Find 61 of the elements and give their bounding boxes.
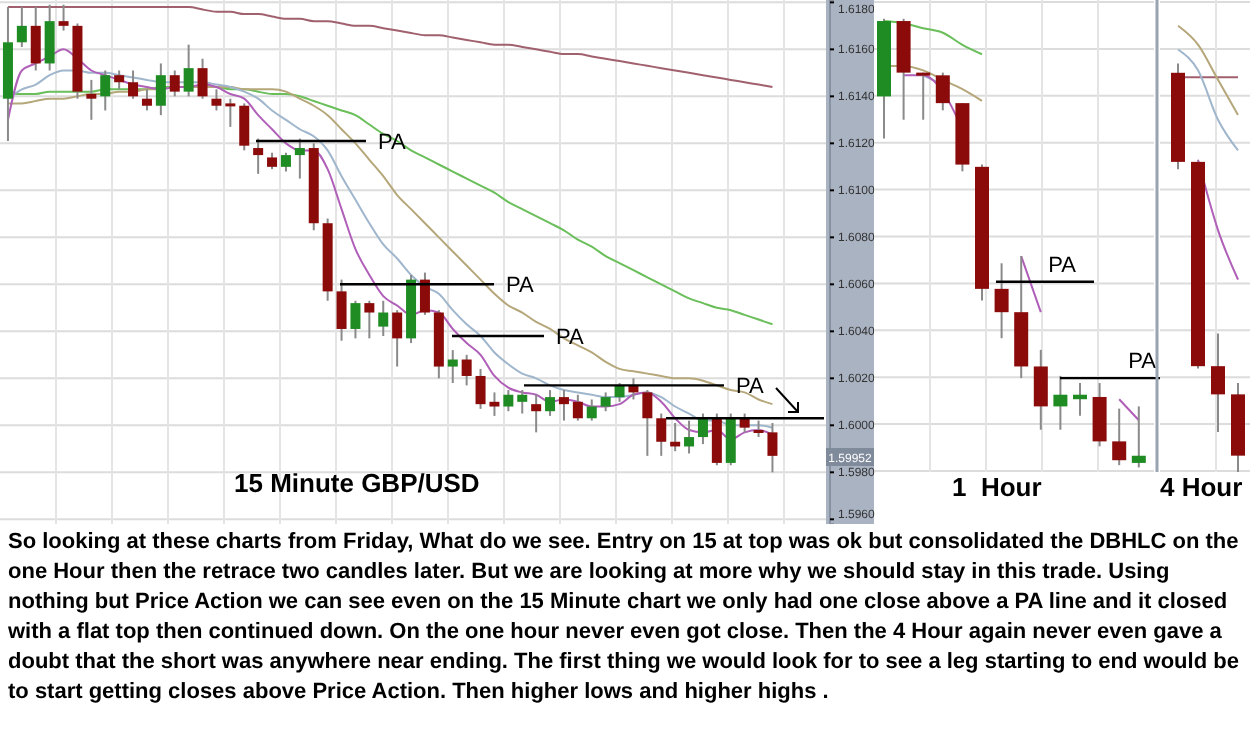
candlestick xyxy=(58,3,69,32)
candlestick xyxy=(586,398,597,422)
candlestick xyxy=(711,412,722,467)
text: 15 Minute GBP/USD xyxy=(234,468,480,498)
ref-line-label: PA xyxy=(506,274,536,299)
candlestick xyxy=(642,389,653,457)
candlestick xyxy=(392,309,403,368)
candlestick xyxy=(155,62,166,117)
candlestick xyxy=(461,353,472,387)
candlestick xyxy=(378,299,389,338)
candlestick xyxy=(225,97,236,128)
candlestick xyxy=(447,349,458,385)
candlestick xyxy=(16,6,27,48)
candlestick xyxy=(239,102,250,152)
text: So looking at these charts from Friday, What do we see. Entry on 15 at top was ok but consolidated the DBHLC on the one Hour then the retrace two candles later. But we are looking at more why we should stay in this trade. Using nothing but Price Action we can see even on the 15 Minute chart we only had one close above a PA line and it closed with a flat top then continued down. On the one hour never even got close. Then the 4 Hour again never even gave a doubt that the short was anywhere near ending. The first thing we would look for to see a leg starting to end would be to start getting closes above Price Action. Then higher lows and higher highs . xyxy=(8,528,1241,708)
candlestick xyxy=(572,393,583,422)
candlestick xyxy=(600,391,611,413)
candlestick xyxy=(44,3,55,72)
candlestick xyxy=(114,69,125,91)
candlestick xyxy=(294,137,305,180)
candlestick xyxy=(1211,332,1225,433)
ref-line-label: PA xyxy=(736,375,766,400)
candlestick xyxy=(684,419,695,455)
candlestick xyxy=(1092,382,1107,448)
candlestick xyxy=(935,71,950,112)
candlestick xyxy=(739,412,750,434)
candlestick xyxy=(697,412,708,446)
candlestick xyxy=(545,389,556,417)
candlestick xyxy=(916,71,931,121)
text: 1 Hour xyxy=(952,472,1042,502)
candlestick xyxy=(211,88,222,112)
line-series xyxy=(6,6,774,88)
candlestick xyxy=(656,412,667,457)
candlestick xyxy=(30,6,41,72)
candlestick xyxy=(183,43,194,98)
candlestick xyxy=(350,299,361,340)
ref-line-label: PA xyxy=(1048,253,1078,278)
candlestick xyxy=(1053,374,1068,431)
text: 4 Hour xyxy=(1160,472,1243,502)
candlestick xyxy=(1131,405,1146,469)
candlestick xyxy=(364,299,375,340)
candlestick xyxy=(197,57,208,100)
candlestick xyxy=(725,412,736,467)
candlestick xyxy=(128,69,139,100)
candlestick xyxy=(253,137,264,175)
candlestick xyxy=(517,389,528,415)
candlestick xyxy=(531,393,542,434)
ref-line-label: PA xyxy=(556,326,586,351)
ref-line-label: PA xyxy=(1128,350,1158,375)
candlestick xyxy=(86,78,97,121)
candlestick xyxy=(1033,348,1048,431)
candlestick xyxy=(336,278,347,342)
candlestick xyxy=(141,88,152,112)
candlestick xyxy=(994,262,1009,340)
candlestick xyxy=(100,69,111,112)
candlestick xyxy=(419,271,430,316)
candlestick xyxy=(558,389,569,422)
candlestick xyxy=(280,151,291,173)
candlestick xyxy=(1112,407,1127,467)
candlestick xyxy=(503,389,514,413)
candlestick xyxy=(169,69,180,98)
